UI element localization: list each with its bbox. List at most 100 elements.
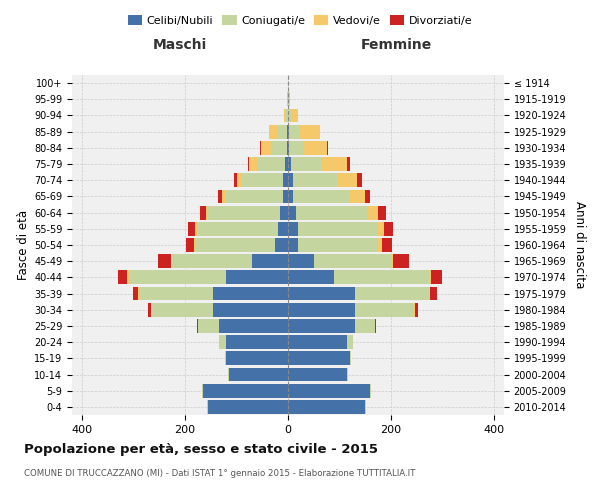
Bar (272, 141, 287, 154)
Bar (283, 190, 288, 203)
Bar (228, 368, 229, 382)
Bar (288, 190, 293, 203)
Bar (148, 303, 151, 316)
Bar (203, 384, 288, 398)
Bar (288, 125, 289, 138)
Bar (288, 238, 298, 252)
Text: Popolazione per età, sesso e stato civile - 2015: Popolazione per età, sesso e stato civil… (24, 442, 378, 456)
Y-axis label: Anni di nascita: Anni di nascita (573, 202, 586, 288)
Bar (391, 254, 394, 268)
Bar (257, 157, 286, 171)
Bar (229, 368, 288, 382)
Bar (207, 400, 208, 414)
Bar (288, 400, 365, 414)
Bar (226, 270, 288, 284)
Bar (188, 222, 196, 235)
Bar (370, 384, 371, 398)
Bar (288, 303, 355, 316)
Bar (347, 336, 353, 349)
Bar (139, 286, 214, 300)
Bar (430, 286, 437, 300)
Bar (355, 286, 430, 300)
Bar (288, 157, 290, 171)
Bar (289, 92, 290, 106)
Bar (236, 174, 242, 187)
Bar (288, 286, 355, 300)
Bar (172, 254, 252, 268)
Bar (269, 125, 277, 138)
Legend: Celibi/Nubili, Coniugati/e, Vedovi/e, Divorziati/e: Celibi/Nubili, Coniugati/e, Vedovi/e, Di… (124, 10, 476, 30)
Bar (226, 336, 288, 349)
Bar (286, 157, 288, 171)
Bar (365, 190, 370, 203)
Bar (296, 206, 368, 220)
Bar (287, 125, 288, 138)
Bar (208, 206, 280, 220)
Bar (208, 400, 288, 414)
Bar (287, 92, 288, 106)
Bar (368, 206, 378, 220)
Bar (288, 254, 314, 268)
Bar (275, 238, 288, 252)
Bar (198, 222, 278, 235)
Bar (378, 206, 386, 220)
Bar (288, 319, 355, 333)
Bar (288, 141, 289, 154)
Bar (382, 238, 392, 252)
Bar (326, 141, 328, 154)
Text: Femmine: Femmine (361, 38, 431, 52)
Bar (314, 254, 391, 268)
Bar (290, 108, 298, 122)
Bar (171, 254, 172, 268)
Text: COMUNE DI TRUCCAZZANO (MI) - Dati ISTAT 1° gennaio 2015 - Elaborazione TUTTITALI: COMUNE DI TRUCCAZZANO (MI) - Dati ISTAT … (24, 469, 415, 478)
Bar (234, 174, 236, 187)
Bar (206, 206, 208, 220)
Bar (293, 174, 337, 187)
Bar (214, 303, 288, 316)
Bar (337, 174, 358, 187)
Bar (198, 319, 218, 333)
Bar (133, 286, 138, 300)
Bar (250, 157, 257, 171)
Bar (261, 141, 272, 154)
Bar (355, 319, 376, 333)
Bar (252, 254, 288, 268)
Bar (334, 270, 430, 284)
Bar (200, 206, 206, 220)
Bar (151, 303, 152, 316)
Bar (289, 125, 299, 138)
Bar (289, 141, 304, 154)
Bar (283, 174, 288, 187)
Bar (347, 157, 350, 171)
Bar (288, 222, 298, 235)
Bar (248, 157, 250, 171)
Bar (280, 206, 288, 220)
Bar (277, 125, 287, 138)
Bar (152, 303, 214, 316)
Bar (197, 319, 198, 333)
Bar (414, 303, 415, 316)
Bar (293, 190, 350, 203)
Bar (158, 254, 171, 268)
Bar (431, 270, 442, 284)
Bar (225, 352, 226, 365)
Bar (355, 303, 414, 316)
Bar (415, 303, 418, 316)
Bar (128, 270, 226, 284)
Bar (299, 125, 320, 138)
Bar (214, 286, 288, 300)
Bar (226, 352, 288, 365)
Bar (394, 254, 409, 268)
Bar (298, 238, 378, 252)
Bar (378, 222, 384, 235)
Bar (288, 336, 347, 349)
Bar (288, 92, 289, 106)
Bar (290, 157, 322, 171)
Bar (284, 108, 286, 122)
Bar (288, 270, 334, 284)
Bar (218, 190, 222, 203)
Bar (378, 238, 382, 252)
Bar (358, 174, 362, 187)
Bar (202, 384, 203, 398)
Bar (226, 190, 283, 203)
